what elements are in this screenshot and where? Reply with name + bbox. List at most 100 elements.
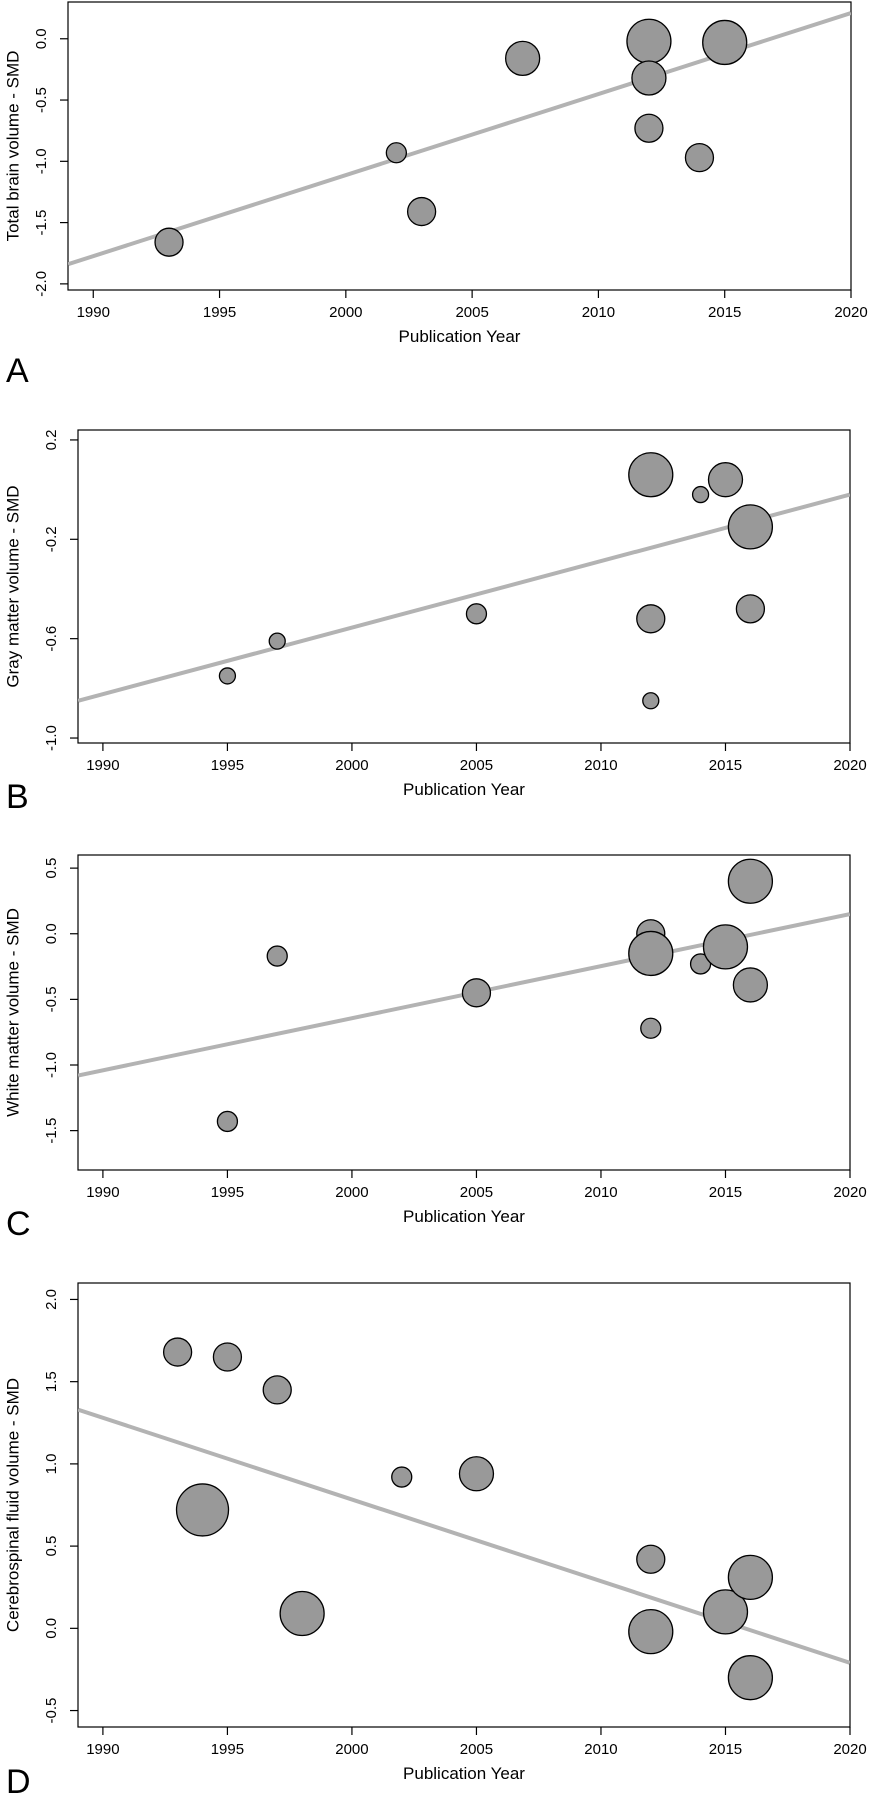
data-point-C (266, 945, 288, 967)
data-point-A (154, 227, 184, 257)
plot-frame-D (77, 1282, 851, 1728)
y-tick-label-A: -2.0 (33, 271, 50, 297)
data-point-B (465, 603, 488, 625)
data-point-D (702, 1589, 749, 1635)
y-tick-label-B: 0.2 (43, 430, 60, 451)
y-tick-label-C: 0.0 (43, 923, 60, 944)
plot-frame-C (77, 854, 851, 1171)
data-point-D (636, 1544, 666, 1574)
x-tick-label-D: 2010 (584, 1741, 617, 1758)
data-point-D (162, 1337, 193, 1367)
y-axis-title-A: Total brain volume - SMD (3, 51, 22, 242)
x-tick-label-B: 1995 (211, 757, 244, 774)
panel-A: 1990 1995 2000 2005 2010 2015 2020 -2.0 -1.5 -1.0… (3, 1, 868, 390)
data-point-B (691, 485, 710, 504)
data-area-A (68, 11, 851, 267)
data-point-D (175, 1483, 230, 1537)
x-tick-label-C: 2010 (584, 1184, 617, 1201)
data-point-C (732, 967, 769, 1003)
data-point-D (727, 1554, 774, 1601)
data-point-B (636, 604, 666, 634)
data-point-B (628, 452, 674, 498)
plot-frame-A (67, 1, 852, 291)
x-tick-label-D: 2005 (460, 1741, 493, 1758)
x-tick-label-B: 2005 (460, 757, 493, 774)
x-tick-label-C: 2015 (709, 1184, 742, 1201)
x-axis-title-A: Publication Year (399, 327, 521, 346)
plot-frame-B (77, 429, 851, 744)
y-tick-label-C: -1.5 (43, 1118, 60, 1144)
y-tick-label-A: -0.5 (33, 87, 50, 113)
y-tick-label-B: -0.2 (43, 526, 60, 552)
x-tick-label-C: 1990 (86, 1184, 119, 1201)
x-tick-label-B: 2020 (833, 757, 866, 774)
x-tick-label-A: 2015 (708, 304, 741, 321)
y-tick-label-C: 0.5 (43, 858, 60, 879)
panel-letter-D: D (6, 1763, 31, 1800)
x-tick-label-C: 2020 (833, 1184, 866, 1201)
x-axis-title-C: Publication Year (403, 1207, 525, 1226)
data-point-C (640, 1017, 662, 1039)
data-point-D (628, 1608, 674, 1655)
x-tick-label-A: 1995 (203, 304, 236, 321)
data-point-D (212, 1342, 243, 1372)
x-tick-label-A: 1990 (77, 304, 110, 321)
data-point-C (702, 924, 749, 970)
data-point-A (406, 196, 437, 227)
data-point-A (504, 40, 541, 77)
data-area-B (78, 452, 850, 710)
data-point-D (279, 1590, 325, 1637)
y-axis-title-D: Cerebrospinal fluid volume - SMD (3, 1378, 22, 1632)
x-tick-label-C: 2000 (335, 1184, 368, 1201)
y-axis-title-C: White matter volume - SMD (3, 908, 22, 1117)
data-point-B (707, 462, 744, 498)
data-point-B (268, 632, 286, 650)
data-point-B (727, 504, 774, 550)
x-tick-label-A: 2010 (582, 304, 615, 321)
y-tick-label-D: -0.5 (43, 1698, 60, 1724)
x-tick-label-A: 2000 (329, 304, 362, 321)
data-area-C (78, 858, 850, 1133)
x-tick-label-D: 2015 (709, 1741, 742, 1758)
data-point-D (727, 1655, 774, 1701)
y-tick-label-A: 0.0 (33, 28, 50, 49)
data-point-D (262, 1375, 292, 1405)
data-point-B (642, 692, 660, 710)
x-axis-title-D: Publication Year (403, 1764, 525, 1783)
data-area-D (78, 1337, 850, 1701)
y-tick-label-A: -1.0 (33, 148, 50, 174)
x-tick-label-B: 2015 (709, 757, 742, 774)
data-point-B (735, 594, 766, 624)
y-tick-label-B: -1.0 (43, 725, 60, 751)
y-axis-title-B: Gray matter volume - SMD (3, 485, 22, 687)
data-point-D (458, 1456, 495, 1492)
y-tick-label-C: -0.5 (43, 986, 60, 1012)
data-point-C (689, 953, 712, 975)
y-tick-label-D: 1.0 (43, 1453, 60, 1474)
y-tick-label-D: 1.5 (43, 1371, 60, 1392)
x-tick-label-C: 2005 (460, 1184, 493, 1201)
x-tick-label-D: 2000 (335, 1741, 368, 1758)
panel-D: 1990 1995 2000 2005 2010 2015 2020 -0.5 0.0 0.5 1.… (3, 1282, 867, 1800)
regression-line-B (78, 492, 850, 703)
x-tick-label-B: 2000 (335, 757, 368, 774)
y-tick-label-A: -1.5 (33, 210, 50, 236)
x-tick-label-D: 1995 (211, 1741, 244, 1758)
data-point-B (218, 667, 237, 685)
y-tick-label-D: 2.0 (43, 1289, 60, 1310)
data-point-C (461, 978, 492, 1008)
data-point-D (391, 1466, 413, 1488)
data-point-C (727, 858, 774, 904)
data-point-A (626, 18, 672, 64)
y-tick-label-C: -1.0 (43, 1052, 60, 1078)
y-tick-label-D: 0.5 (43, 1536, 60, 1557)
x-tick-label-B: 2010 (584, 757, 617, 774)
data-point-C (628, 930, 674, 977)
data-point-A (385, 142, 408, 164)
x-tick-label-C: 1995 (211, 1184, 244, 1201)
panel-letter-A: A (6, 352, 29, 390)
x-tick-label-D: 2020 (833, 1741, 866, 1758)
panel-letter-C: C (6, 1205, 31, 1243)
data-point-C (216, 1110, 239, 1133)
panel-B: 1990 1995 2000 2005 2010 2015 2020 -1.0 -0.6 -0.2… (3, 429, 867, 816)
